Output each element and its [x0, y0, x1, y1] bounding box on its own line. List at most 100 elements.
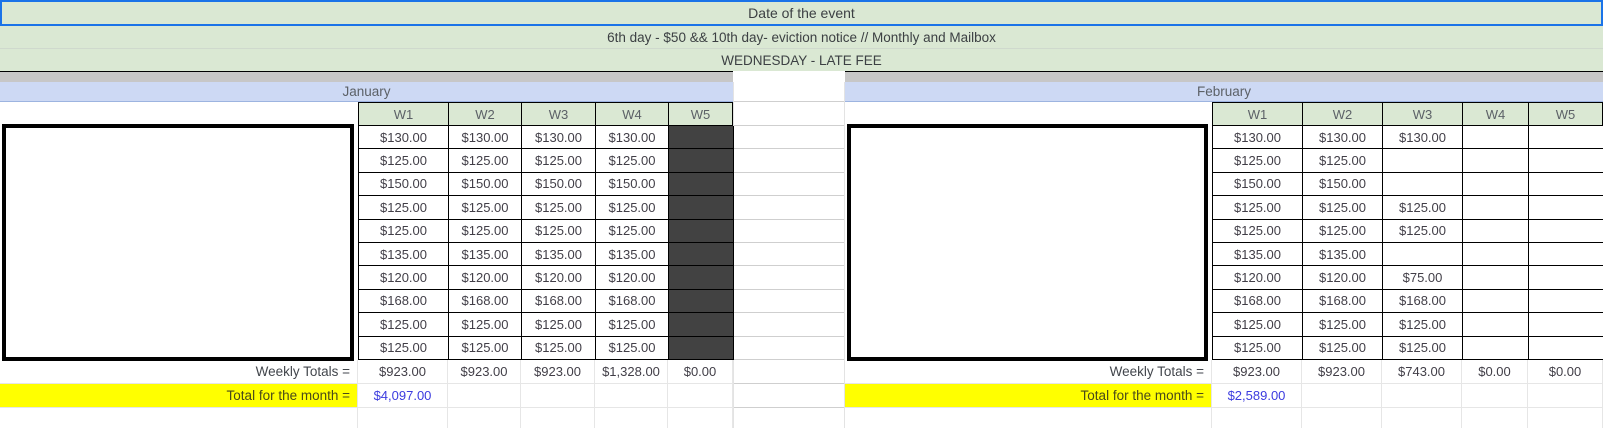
cell-february-r8-w5[interactable]	[1529, 289, 1603, 314]
week-header-february-w1[interactable]: W1	[1212, 102, 1302, 126]
cell-january-r6-w5[interactable]	[669, 242, 734, 267]
cell-february-r7-w1[interactable]: $120.00	[1213, 266, 1303, 290]
empty-cell[interactable]	[1382, 384, 1462, 407]
cell-january-r7-w1[interactable]: $120.00	[359, 266, 449, 290]
cell-january-r1-w3[interactable]: $130.00	[522, 126, 596, 150]
cell-february-r10-w1[interactable]: $125.00	[1213, 336, 1303, 360]
cell-january-r7-w5[interactable]	[669, 266, 734, 290]
cell-february-r9-w5[interactable]	[1529, 313, 1603, 337]
weekly-total-february-w1[interactable]: $923.00	[1212, 360, 1302, 383]
week-header-february-w2[interactable]: W2	[1302, 102, 1382, 126]
cell-february-r1-w3[interactable]: $130.00	[1383, 126, 1463, 150]
cell-february-r3-w3[interactable]	[1383, 172, 1463, 197]
cell-february-r1-w1[interactable]: $130.00	[1213, 126, 1303, 150]
cell-february-r6-w3[interactable]	[1383, 242, 1463, 267]
empty-cell[interactable]	[595, 408, 668, 428]
cell-february-r2-w3[interactable]	[1383, 149, 1463, 173]
cell-february-r9-w4[interactable]	[1463, 313, 1529, 337]
cell-january-r7-w4[interactable]: $120.00	[596, 266, 669, 290]
weekly-total-january-w5[interactable]: $0.00	[668, 360, 733, 383]
cell-january-r3-w1[interactable]: $150.00	[359, 172, 449, 197]
weekly-total-february-w2[interactable]: $923.00	[1302, 360, 1382, 383]
cell-january-r3-w4[interactable]: $150.00	[596, 172, 669, 197]
cell-february-r2-w1[interactable]: $125.00	[1213, 149, 1303, 173]
week-header-january-w5[interactable]: W5	[668, 102, 733, 126]
cell-february-r2-w5[interactable]	[1529, 149, 1603, 173]
month-total-label-january[interactable]: Total for the month =	[0, 384, 358, 407]
cell-january-r10-w1[interactable]: $125.00	[359, 336, 449, 360]
cell-february-r5-w3[interactable]: $125.00	[1383, 219, 1463, 243]
month-total-value-february[interactable]: $2,589.00	[1212, 384, 1302, 407]
empty-cell[interactable]	[1528, 408, 1603, 428]
cell-january-r3-w2[interactable]: $150.00	[449, 172, 522, 197]
cell-february-r6-w4[interactable]	[1463, 242, 1529, 267]
cell-february-r6-w5[interactable]	[1529, 242, 1603, 267]
cell-february-r7-w5[interactable]	[1529, 266, 1603, 290]
cell-january-r4-w1[interactable]: $125.00	[359, 196, 449, 220]
cell-february-r8-w3[interactable]: $168.00	[1383, 289, 1463, 314]
cell-january-r4-w3[interactable]: $125.00	[522, 196, 596, 220]
cell-january-r6-w1[interactable]: $135.00	[359, 242, 449, 267]
cell-february-r4-w5[interactable]	[1529, 196, 1603, 220]
cell-february-r5-w1[interactable]: $125.00	[1213, 219, 1303, 243]
cell-january-r1-w5[interactable]	[669, 126, 734, 150]
cell-february-r3-w4[interactable]	[1463, 172, 1529, 197]
empty-cell[interactable]	[521, 384, 595, 407]
cell-february-r10-w5[interactable]	[1529, 336, 1603, 360]
cell-january-r5-w2[interactable]: $125.00	[449, 219, 522, 243]
cell-february-r5-w5[interactable]	[1529, 219, 1603, 243]
empty-cell[interactable]	[1462, 384, 1528, 407]
cell-wednesday-late-fee[interactable]: WEDNESDAY - LATE FEE	[0, 49, 1603, 71]
cell-february-r7-w4[interactable]	[1463, 266, 1529, 290]
cell-february-r9-w1[interactable]: $125.00	[1213, 313, 1303, 337]
empty-cell[interactable]	[358, 408, 448, 428]
cell-february-r5-w4[interactable]	[1463, 219, 1529, 243]
cell-february-r6-w2[interactable]: $135.00	[1303, 242, 1383, 267]
cell-january-r8-w3[interactable]: $168.00	[522, 289, 596, 314]
cell-february-r1-w4[interactable]	[1463, 126, 1529, 150]
cell-february-r10-w3[interactable]: $125.00	[1383, 336, 1463, 360]
month-header-february[interactable]: February	[845, 82, 1603, 102]
cell-january-r10-w4[interactable]: $125.00	[596, 336, 669, 360]
month-total-value-january[interactable]: $4,097.00	[358, 384, 448, 407]
cell-february-r9-w3[interactable]: $125.00	[1383, 313, 1463, 337]
cell-february-r6-w1[interactable]: $135.00	[1213, 242, 1303, 267]
cell-january-r9-w2[interactable]: $125.00	[449, 313, 522, 337]
empty-cell[interactable]	[1302, 384, 1382, 407]
cell-january-r5-w4[interactable]: $125.00	[596, 219, 669, 243]
cell-february-r4-w1[interactable]: $125.00	[1213, 196, 1303, 220]
cell-late-fee-rule[interactable]: 6th day - $50 && 10th day- eviction noti…	[0, 26, 1603, 49]
week-header-february-w3[interactable]: W3	[1382, 102, 1462, 126]
week-header-january-w3[interactable]: W3	[521, 102, 595, 126]
cell-january-r1-w4[interactable]: $130.00	[596, 126, 669, 150]
cell-february-r3-w2[interactable]: $150.00	[1303, 172, 1383, 197]
empty-cell[interactable]	[448, 408, 521, 428]
cell-february-r4-w3[interactable]: $125.00	[1383, 196, 1463, 220]
cell-january-r8-w2[interactable]: $168.00	[449, 289, 522, 314]
empty-cell[interactable]	[1382, 408, 1462, 428]
cell-february-r8-w2[interactable]: $168.00	[1303, 289, 1383, 314]
cell-january-r2-w1[interactable]: $125.00	[359, 149, 449, 173]
weekly-total-january-w3[interactable]: $923.00	[521, 360, 595, 383]
cell-february-r7-w2[interactable]: $120.00	[1303, 266, 1383, 290]
cell-january-r9-w1[interactable]: $125.00	[359, 313, 449, 337]
cell-february-r8-w4[interactable]	[1463, 289, 1529, 314]
cell-january-r2-w3[interactable]: $125.00	[522, 149, 596, 173]
weekly-total-january-w4[interactable]: $1,328.00	[595, 360, 668, 383]
weekly-total-february-w5[interactable]: $0.00	[1528, 360, 1603, 383]
cell-january-r6-w2[interactable]: $135.00	[449, 242, 522, 267]
empty-cell[interactable]	[521, 408, 595, 428]
cell-january-r10-w5[interactable]	[669, 336, 734, 360]
cell-january-r6-w4[interactable]: $135.00	[596, 242, 669, 267]
cell-february-r10-w2[interactable]: $125.00	[1303, 336, 1383, 360]
cell-february-r1-w5[interactable]	[1529, 126, 1603, 150]
cell-february-r3-w1[interactable]: $150.00	[1213, 172, 1303, 197]
empty-cell[interactable]	[668, 384, 733, 407]
cell-january-r1-w2[interactable]: $130.00	[449, 126, 522, 150]
cell-february-r2-w2[interactable]: $125.00	[1303, 149, 1383, 173]
weekly-totals-label-january[interactable]: Weekly Totals =	[0, 360, 358, 383]
empty-cell[interactable]	[448, 384, 521, 407]
empty-cell[interactable]	[845, 408, 1212, 428]
cell-date-of-event[interactable]: Date of the event	[0, 0, 1603, 26]
cell-february-r1-w2[interactable]: $130.00	[1303, 126, 1383, 150]
